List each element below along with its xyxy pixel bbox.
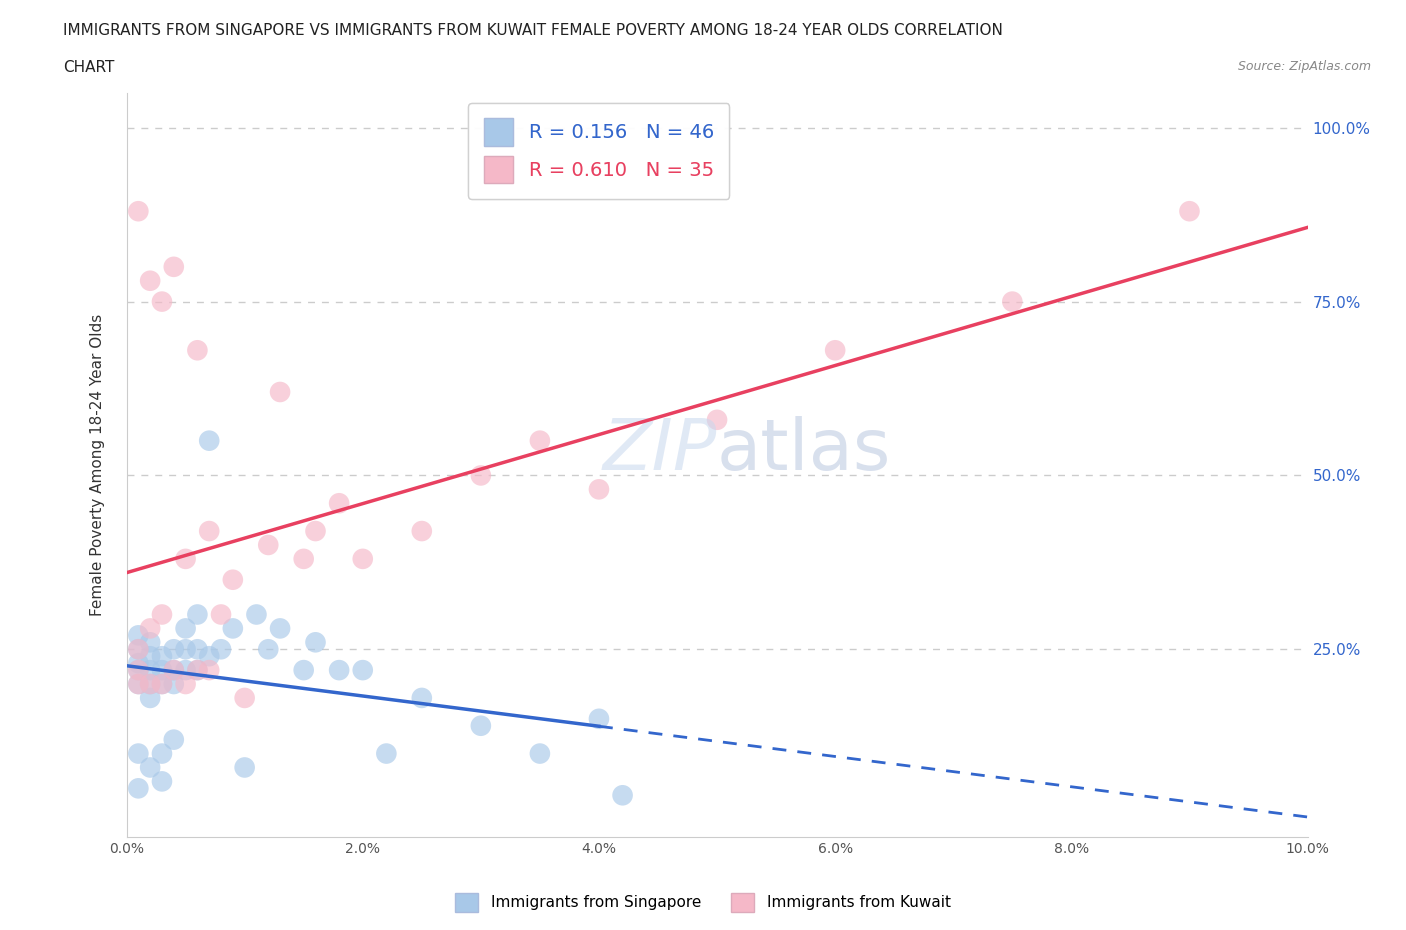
Point — [198, 663, 221, 678]
Point — [257, 642, 280, 657]
Point — [174, 621, 197, 636]
Point — [150, 649, 173, 664]
Point — [328, 663, 350, 678]
Point — [150, 774, 173, 789]
Point — [209, 642, 232, 657]
Point — [186, 663, 208, 678]
Point — [222, 572, 245, 587]
Point — [127, 642, 149, 657]
Point — [706, 412, 728, 427]
Point — [269, 384, 291, 399]
Point — [352, 551, 374, 566]
Legend: R = 0.156   N = 46, R = 0.610   N = 35: R = 0.156 N = 46, R = 0.610 N = 35 — [468, 102, 730, 199]
Point — [139, 663, 162, 678]
Point — [588, 482, 610, 497]
Point — [269, 621, 291, 636]
Point — [588, 711, 610, 726]
Point — [174, 642, 197, 657]
Point — [470, 468, 492, 483]
Point — [174, 677, 197, 692]
Point — [304, 635, 326, 650]
Point — [127, 677, 149, 692]
Point — [352, 663, 374, 678]
Point — [163, 259, 186, 274]
Point — [292, 551, 315, 566]
Point — [127, 628, 149, 643]
Text: Source: ZipAtlas.com: Source: ZipAtlas.com — [1237, 60, 1371, 73]
Point — [198, 524, 221, 538]
Point — [209, 607, 232, 622]
Point — [150, 746, 173, 761]
Text: atlas: atlas — [717, 416, 891, 485]
Point — [163, 677, 186, 692]
Text: CHART: CHART — [63, 60, 115, 75]
Point — [529, 433, 551, 448]
Point — [150, 677, 173, 692]
Point — [150, 294, 173, 309]
Point — [150, 607, 173, 622]
Point — [186, 663, 208, 678]
Legend: Immigrants from Singapore, Immigrants from Kuwait: Immigrants from Singapore, Immigrants fr… — [450, 887, 956, 918]
Point — [139, 760, 162, 775]
Point — [139, 635, 162, 650]
Point — [174, 663, 197, 678]
Point — [375, 746, 398, 761]
Point — [186, 343, 208, 358]
Point — [139, 690, 162, 705]
Point — [127, 656, 149, 671]
Point — [198, 649, 221, 664]
Point — [150, 663, 173, 678]
Point — [186, 607, 208, 622]
Point — [257, 538, 280, 552]
Point — [139, 649, 162, 664]
Point — [139, 621, 162, 636]
Point — [127, 781, 149, 796]
Point — [127, 642, 149, 657]
Point — [174, 551, 197, 566]
Point — [470, 718, 492, 733]
Point — [163, 732, 186, 747]
Point — [304, 524, 326, 538]
Point — [186, 642, 208, 657]
Point — [127, 663, 149, 678]
Point — [139, 677, 162, 692]
Point — [127, 677, 149, 692]
Point — [139, 677, 162, 692]
Point — [612, 788, 634, 803]
Point — [411, 524, 433, 538]
Point — [245, 607, 267, 622]
Point — [127, 746, 149, 761]
Point — [127, 204, 149, 219]
Point — [139, 273, 162, 288]
Text: ZIP: ZIP — [603, 416, 717, 485]
Point — [233, 690, 256, 705]
Point — [163, 663, 186, 678]
Point — [233, 760, 256, 775]
Point — [163, 642, 186, 657]
Point — [198, 433, 221, 448]
Point — [1001, 294, 1024, 309]
Point — [127, 663, 149, 678]
Point — [150, 677, 173, 692]
Point — [824, 343, 846, 358]
Point — [1178, 204, 1201, 219]
Point — [292, 663, 315, 678]
Point — [328, 496, 350, 511]
Text: IMMIGRANTS FROM SINGAPORE VS IMMIGRANTS FROM KUWAIT FEMALE POVERTY AMONG 18-24 Y: IMMIGRANTS FROM SINGAPORE VS IMMIGRANTS … — [63, 23, 1002, 38]
Point — [163, 663, 186, 678]
Point — [411, 690, 433, 705]
Point — [222, 621, 245, 636]
Y-axis label: Female Poverty Among 18-24 Year Olds: Female Poverty Among 18-24 Year Olds — [90, 314, 105, 617]
Point — [529, 746, 551, 761]
